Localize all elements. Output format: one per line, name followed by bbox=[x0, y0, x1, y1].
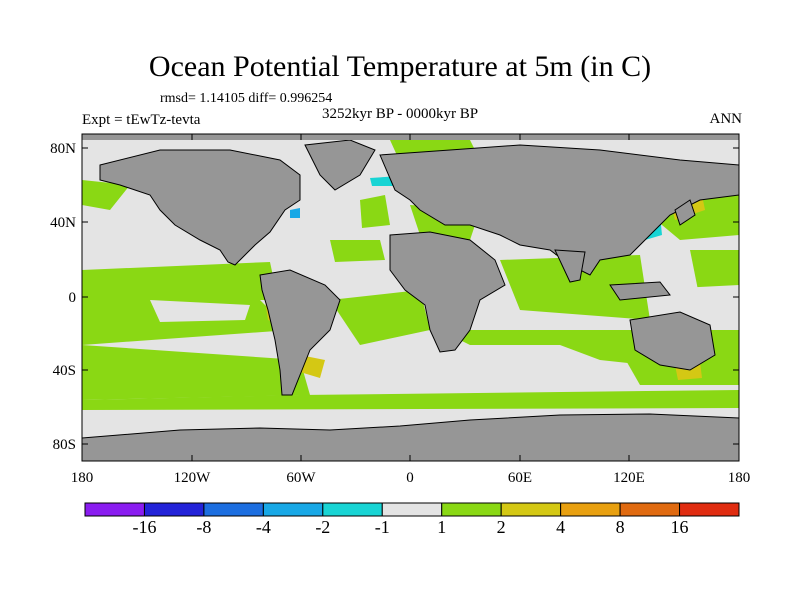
colorbar-swatch bbox=[143, 502, 205, 517]
latitude-ticks bbox=[82, 147, 739, 445]
colorbar bbox=[84, 502, 740, 517]
colorbar-swatch bbox=[322, 502, 383, 517]
lat-label: 0 bbox=[69, 290, 77, 306]
colorbar-label: -8 bbox=[196, 517, 212, 537]
longitude-ticks bbox=[191, 134, 630, 461]
colorbar-label: -4 bbox=[255, 517, 271, 537]
warming-1-2-regions bbox=[82, 140, 739, 410]
colorbar-swatch bbox=[619, 502, 681, 517]
colorbar-swatch bbox=[262, 502, 324, 517]
lat-label: 80N bbox=[50, 141, 76, 157]
land-masses bbox=[82, 134, 739, 461]
lon-label: 120E bbox=[613, 470, 645, 486]
japan bbox=[674, 199, 696, 226]
australia bbox=[629, 311, 716, 371]
lon-label: 60E bbox=[508, 470, 532, 486]
colorbar-label: -2 bbox=[315, 517, 331, 537]
colorbar-swatch bbox=[84, 502, 145, 517]
colorbar-swatch bbox=[500, 502, 562, 517]
experiment-label: Expt = tEwTz-tevta bbox=[82, 112, 201, 128]
colorbar-label: 2 bbox=[496, 517, 506, 537]
antarctica bbox=[82, 413, 739, 461]
lon-label: 180 bbox=[71, 470, 94, 486]
lon-label: 180 bbox=[728, 470, 751, 486]
lon-label: 0 bbox=[406, 470, 414, 486]
india bbox=[554, 249, 586, 283]
eurasia bbox=[379, 144, 739, 276]
period-label: 3252kyr BP - 0000kyr BP bbox=[322, 106, 479, 122]
colorbar-label: 4 bbox=[556, 517, 566, 537]
colorbar-label: 1 bbox=[437, 517, 447, 537]
africa bbox=[389, 231, 506, 353]
colorbar-swatch bbox=[560, 502, 621, 517]
colorbar-label: 8 bbox=[615, 517, 625, 537]
north-america bbox=[99, 149, 301, 266]
lat-label: 40S bbox=[53, 363, 76, 379]
colorbar-swatch bbox=[381, 502, 443, 517]
colorbar-label: -1 bbox=[374, 517, 390, 537]
colorbar-swatch bbox=[441, 502, 502, 517]
lon-label: 120W bbox=[174, 470, 212, 486]
stats-text: rmsd= 1.14105 diff= 0.996254 bbox=[160, 91, 333, 106]
lat-label: 40N bbox=[50, 215, 76, 231]
colorbar-label: -16 bbox=[132, 517, 157, 537]
figure-title: Ocean Potential Temperature at 5m (in C) bbox=[148, 50, 652, 83]
indonesia bbox=[609, 281, 671, 301]
colorbar-swatch bbox=[203, 502, 264, 517]
south-america bbox=[259, 269, 341, 396]
lon-label: 60W bbox=[286, 470, 316, 486]
lat-label: 80S bbox=[53, 437, 76, 453]
colorbar-swatch bbox=[679, 502, 740, 517]
season-label: ANN bbox=[709, 111, 743, 127]
colorbar-label: 16 bbox=[670, 517, 689, 537]
